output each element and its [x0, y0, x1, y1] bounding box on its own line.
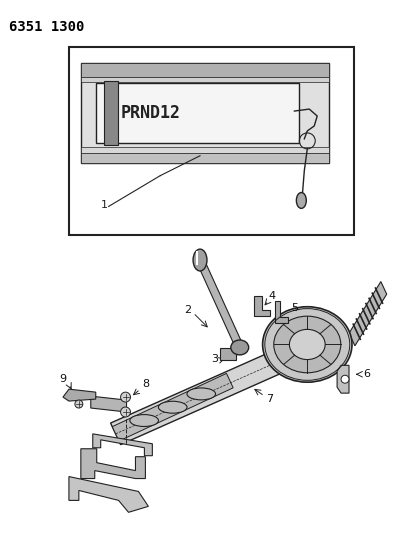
- Ellipse shape: [130, 415, 158, 426]
- Bar: [81, 63, 329, 77]
- Text: 8: 8: [142, 379, 149, 389]
- Text: 9: 9: [60, 374, 67, 384]
- Polygon shape: [196, 259, 243, 349]
- Text: 3: 3: [211, 354, 218, 365]
- Polygon shape: [69, 477, 149, 512]
- Bar: [220, 349, 236, 360]
- Ellipse shape: [193, 249, 207, 271]
- Polygon shape: [275, 301, 288, 322]
- Text: 7: 7: [266, 394, 273, 404]
- Ellipse shape: [274, 316, 341, 373]
- Bar: [81, 153, 329, 163]
- Ellipse shape: [296, 192, 306, 208]
- Text: 6: 6: [364, 369, 370, 379]
- Ellipse shape: [187, 388, 215, 400]
- Bar: [81, 63, 329, 163]
- Text: 6351 1300: 6351 1300: [9, 20, 85, 34]
- Polygon shape: [91, 396, 126, 412]
- Circle shape: [341, 375, 349, 383]
- Text: 2: 2: [184, 305, 192, 314]
- Text: 5: 5: [291, 303, 298, 313]
- Bar: [69, 46, 354, 235]
- Polygon shape: [349, 281, 387, 346]
- Bar: [96, 83, 299, 143]
- Polygon shape: [81, 449, 145, 479]
- Text: PRND12: PRND12: [121, 104, 181, 122]
- Bar: [104, 81, 118, 145]
- Polygon shape: [93, 434, 152, 456]
- Circle shape: [121, 407, 131, 417]
- Polygon shape: [63, 389, 96, 401]
- Circle shape: [75, 400, 83, 408]
- Ellipse shape: [263, 306, 352, 382]
- Text: 4: 4: [268, 291, 275, 301]
- Bar: [81, 147, 329, 153]
- Polygon shape: [337, 365, 349, 393]
- Text: 1: 1: [101, 200, 108, 211]
- Ellipse shape: [158, 401, 187, 413]
- Circle shape: [121, 392, 131, 402]
- Polygon shape: [254, 296, 270, 316]
- Polygon shape: [111, 344, 299, 445]
- Bar: [81, 77, 329, 82]
- Polygon shape: [112, 374, 233, 441]
- Ellipse shape: [231, 340, 249, 355]
- Ellipse shape: [289, 329, 325, 360]
